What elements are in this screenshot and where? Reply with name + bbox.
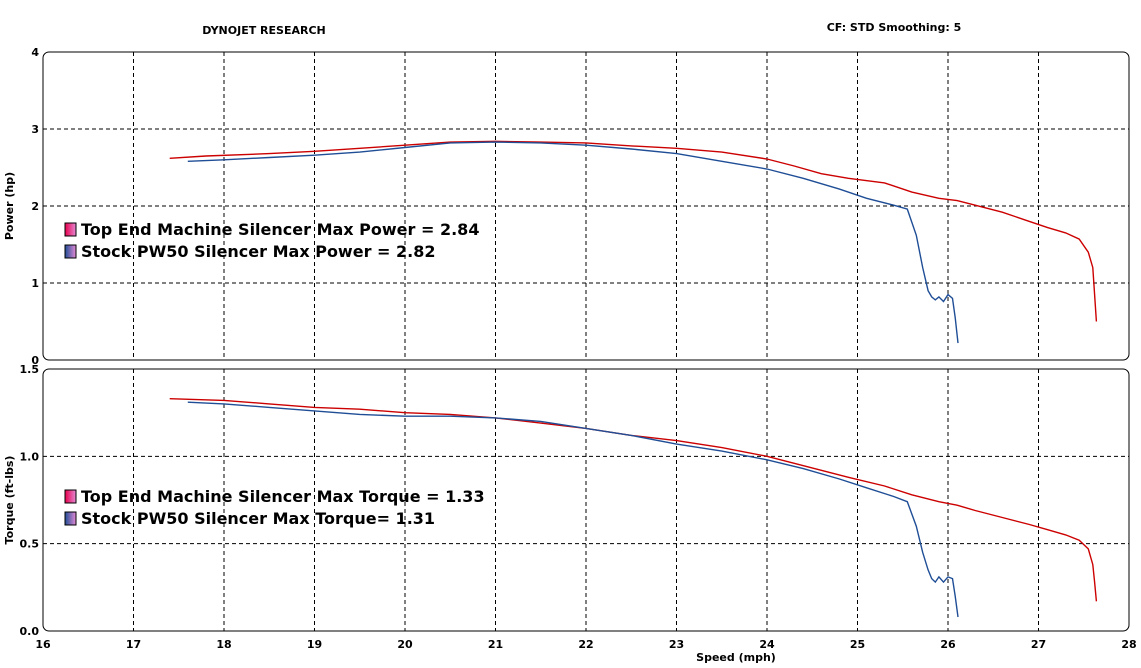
power-ytick-label: 3 [31, 123, 39, 136]
power-ytick-label: 2 [31, 200, 39, 213]
xtick-label: 16 [35, 638, 51, 651]
xtick-label: 21 [488, 638, 503, 651]
xtick-label: 27 [1031, 638, 1046, 651]
xtick-label: 28 [1121, 638, 1136, 651]
header-right: CF: STD Smoothing: 5 [827, 21, 962, 34]
torque-series-line-top-end [169, 398, 1098, 602]
torque-legend-entry: Top End Machine Silencer Max Torque = 1.… [81, 487, 485, 506]
power-legend-swatch [64, 222, 77, 237]
xtick-label: 19 [307, 638, 322, 651]
xtick-label: 24 [759, 638, 775, 651]
power-panel: 0 1 2 3 4 Power (hp) Top End Machine Silencer … [3, 46, 1130, 367]
power-ytick-label: 4 [31, 46, 39, 59]
power-y-axis-title: Power (hp) [3, 172, 16, 240]
torque-legend-swatch [64, 489, 77, 504]
power-legend-swatch [64, 244, 77, 259]
torque-ytick-label: 1.0 [20, 450, 40, 463]
power-series-line-top-end [169, 140, 1098, 322]
power-ytick-label: 1 [31, 277, 39, 290]
torque-series-line-stock [187, 401, 959, 618]
xtick-label: 26 [940, 638, 956, 651]
torque-ytick-label: 0.5 [20, 538, 40, 551]
xtick-label: 23 [669, 638, 684, 651]
power-legend-entry: Top End Machine Silencer Max Power = 2.8… [81, 220, 479, 239]
power-series-line-stock [187, 141, 959, 344]
torque-legend-swatch [64, 511, 77, 526]
xtick-label: 22 [578, 638, 593, 651]
power-ytick-label: 0 [31, 354, 39, 367]
header-left: DYNOJET RESEARCH [202, 24, 325, 37]
xtick-label: 25 [850, 638, 865, 651]
xtick-label: 17 [126, 638, 141, 651]
xtick-label: 20 [397, 638, 413, 651]
torque-panel: 0.0 0.5 1.0 1.5 Torque (ft-lbs) Top End Machi… [3, 363, 1137, 664]
power-legend-entry: Stock PW50 Silencer Max Power = 2.82 [81, 242, 435, 261]
torque-y-axis-title: Torque (ft-lbs) [3, 456, 16, 545]
xtick-label: 18 [216, 638, 231, 651]
torque-ytick-label: 0.0 [20, 625, 40, 638]
torque-legend-entry: Stock PW50 Silencer Max Torque= 1.31 [81, 509, 435, 528]
x-axis-title: Speed (mph) [696, 651, 776, 664]
torque-ytick-label: 1.5 [20, 363, 40, 376]
